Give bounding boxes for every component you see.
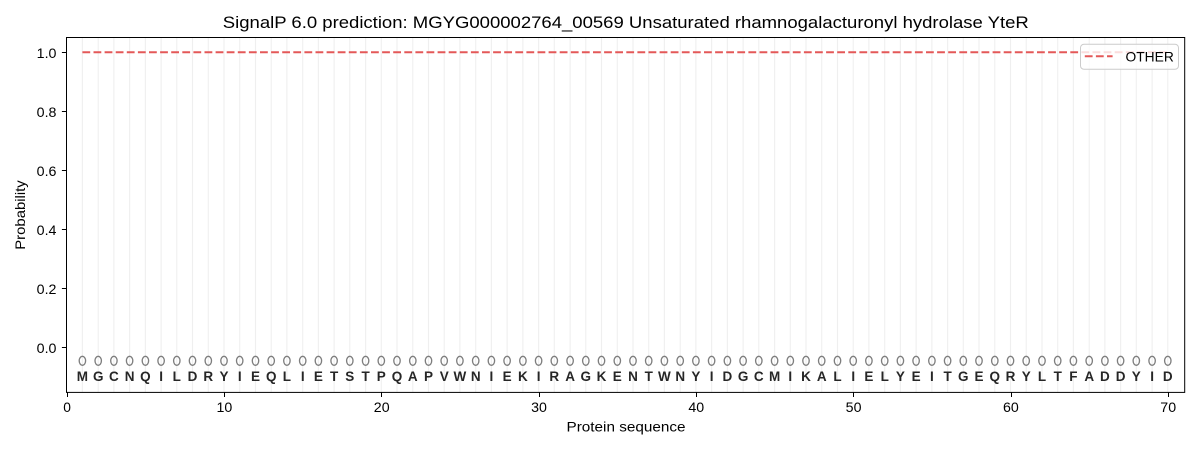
svg-text:G: G xyxy=(738,369,749,384)
svg-text:I: I xyxy=(788,369,792,384)
svg-text:I: I xyxy=(537,369,541,384)
svg-text:A: A xyxy=(565,369,575,384)
svg-text:V: V xyxy=(440,369,449,384)
svg-text:Y: Y xyxy=(1022,369,1031,384)
svg-text:Y: Y xyxy=(219,369,228,384)
svg-text:M: M xyxy=(769,369,780,384)
svg-text:E: E xyxy=(974,369,983,384)
svg-text:R: R xyxy=(203,369,213,384)
svg-text:SignalP 6.0 prediction: MGYG00: SignalP 6.0 prediction: MGYG000002764_00… xyxy=(223,13,1029,32)
svg-text:I: I xyxy=(930,369,934,384)
svg-text:Q: Q xyxy=(392,369,403,384)
svg-text:40: 40 xyxy=(688,400,704,415)
svg-text:30: 30 xyxy=(531,400,547,415)
svg-text:G: G xyxy=(581,369,592,384)
svg-text:I: I xyxy=(301,369,305,384)
svg-text:0.2: 0.2 xyxy=(37,282,57,297)
svg-text:Q: Q xyxy=(266,369,277,384)
svg-text:0.4: 0.4 xyxy=(37,223,57,238)
svg-text:N: N xyxy=(628,369,638,384)
svg-text:0.6: 0.6 xyxy=(37,164,57,179)
svg-text:1.0: 1.0 xyxy=(37,46,57,61)
svg-text:N: N xyxy=(675,369,685,384)
svg-text:S: S xyxy=(345,369,354,384)
svg-text:I: I xyxy=(710,369,714,384)
svg-text:A: A xyxy=(408,369,418,384)
svg-text:T: T xyxy=(361,369,370,384)
svg-text:K: K xyxy=(801,369,811,384)
svg-text:R: R xyxy=(1006,369,1016,384)
svg-text:I: I xyxy=(1150,369,1154,384)
svg-text:P: P xyxy=(377,369,386,384)
svg-text:C: C xyxy=(754,369,764,384)
svg-text:E: E xyxy=(251,369,260,384)
svg-text:D: D xyxy=(1116,369,1126,384)
svg-text:Y: Y xyxy=(896,369,905,384)
svg-text:0: 0 xyxy=(63,400,71,415)
svg-text:G: G xyxy=(93,369,104,384)
svg-text:Protein sequence: Protein sequence xyxy=(567,420,686,435)
svg-text:L: L xyxy=(283,369,291,384)
svg-text:I: I xyxy=(238,369,242,384)
svg-text:70: 70 xyxy=(1160,400,1176,415)
svg-text:G: G xyxy=(958,369,969,384)
svg-text:I: I xyxy=(490,369,494,384)
svg-text:OTHER: OTHER xyxy=(1126,49,1174,64)
svg-text:C: C xyxy=(109,369,119,384)
svg-text:D: D xyxy=(723,369,733,384)
svg-text:10: 10 xyxy=(217,400,233,415)
svg-text:K: K xyxy=(597,369,607,384)
svg-text:T: T xyxy=(330,369,339,384)
svg-text:R: R xyxy=(549,369,559,384)
svg-text:I: I xyxy=(159,369,163,384)
svg-text:Q: Q xyxy=(140,369,151,384)
svg-text:Q: Q xyxy=(990,369,1001,384)
svg-text:T: T xyxy=(645,369,654,384)
svg-text:W: W xyxy=(658,369,671,384)
svg-text:L: L xyxy=(881,369,889,384)
svg-text:50: 50 xyxy=(846,400,862,415)
svg-text:E: E xyxy=(613,369,622,384)
svg-text:P: P xyxy=(424,369,433,384)
svg-text:E: E xyxy=(912,369,921,384)
svg-text:Y: Y xyxy=(691,369,700,384)
svg-text:M: M xyxy=(77,369,88,384)
svg-text:N: N xyxy=(471,369,481,384)
svg-text:K: K xyxy=(518,369,528,384)
svg-text:L: L xyxy=(1038,369,1046,384)
svg-text:E: E xyxy=(314,369,323,384)
svg-text:L: L xyxy=(833,369,841,384)
svg-text:L: L xyxy=(173,369,181,384)
svg-text:D: D xyxy=(188,369,198,384)
svg-text:I: I xyxy=(851,369,855,384)
svg-text:F: F xyxy=(1069,369,1077,384)
svg-text:T: T xyxy=(1054,369,1063,384)
svg-text:W: W xyxy=(454,369,467,384)
svg-text:D: D xyxy=(1163,369,1173,384)
svg-text:E: E xyxy=(503,369,512,384)
svg-text:A: A xyxy=(817,369,827,384)
svg-text:T: T xyxy=(943,369,952,384)
svg-text:0.0: 0.0 xyxy=(37,341,57,356)
svg-text:20: 20 xyxy=(374,400,390,415)
svg-text:Probability: Probability xyxy=(13,180,28,250)
svg-text:Y: Y xyxy=(1132,369,1141,384)
svg-text:E: E xyxy=(864,369,873,384)
svg-text:60: 60 xyxy=(1003,400,1019,415)
svg-text:D: D xyxy=(1100,369,1110,384)
svg-text:0.8: 0.8 xyxy=(37,105,57,120)
svg-text:N: N xyxy=(125,369,135,384)
svg-text:A: A xyxy=(1084,369,1094,384)
